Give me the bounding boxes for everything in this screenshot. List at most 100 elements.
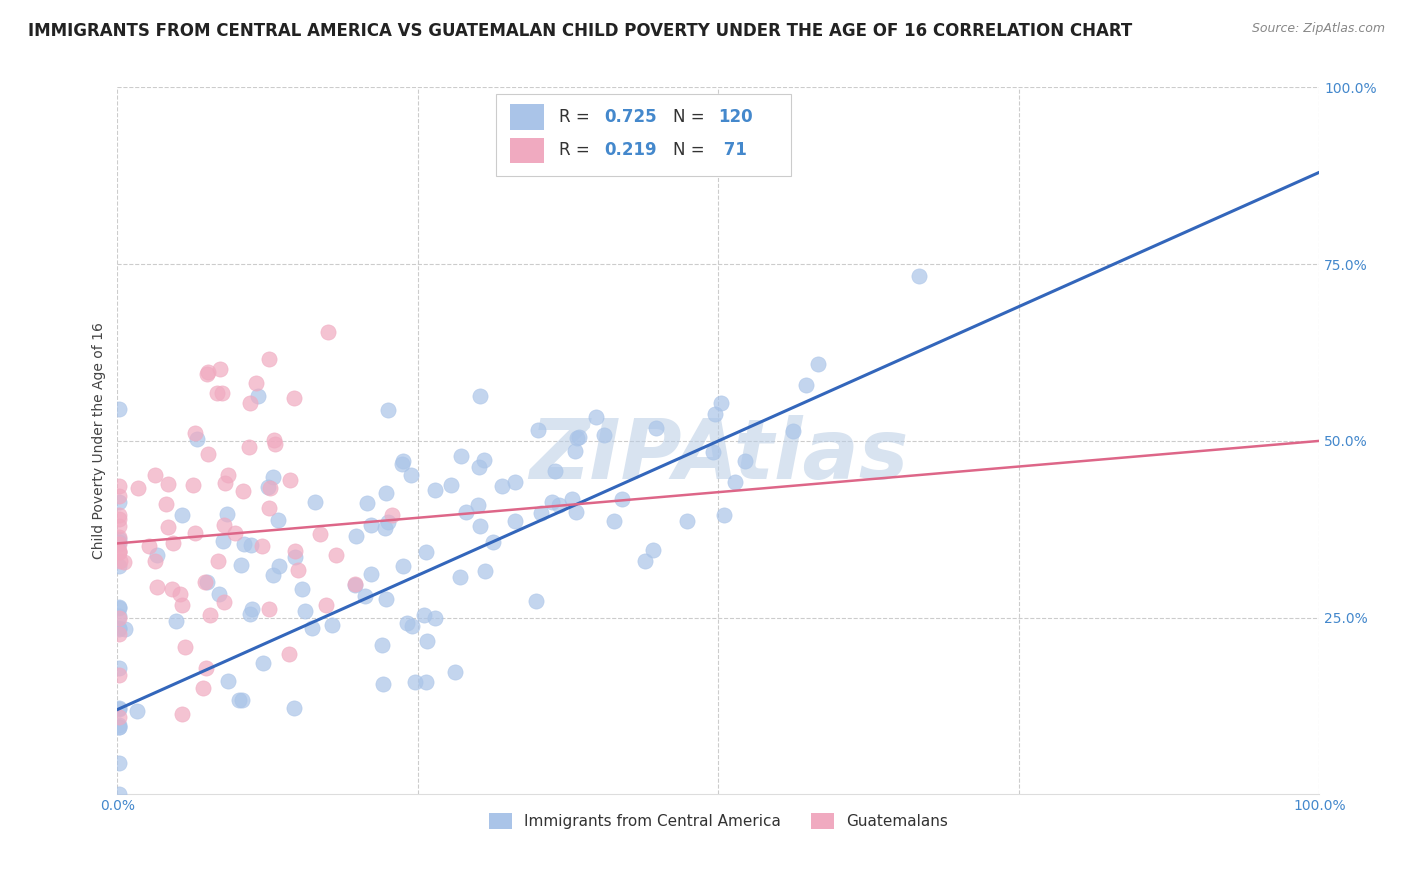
Point <box>198 607 221 622</box>
Point <box>238 440 260 454</box>
Point <box>257 480 280 494</box>
Point <box>214 475 236 490</box>
Point <box>375 485 398 500</box>
Point <box>399 468 422 483</box>
Point <box>470 519 492 533</box>
Point <box>734 454 756 468</box>
Point <box>112 555 135 569</box>
Point <box>415 544 437 558</box>
Point <box>184 526 207 541</box>
Point <box>565 505 588 519</box>
Text: 0.219: 0.219 <box>605 141 657 160</box>
Point <box>503 475 526 490</box>
Point <box>107 701 129 715</box>
Point <box>796 377 818 392</box>
Point <box>107 720 129 734</box>
Point <box>283 701 305 715</box>
Point <box>284 543 307 558</box>
Point <box>155 497 177 511</box>
Point <box>240 601 263 615</box>
Point <box>252 657 274 671</box>
Point <box>107 535 129 549</box>
Point <box>474 564 496 578</box>
Point <box>713 508 735 522</box>
Point <box>395 615 418 630</box>
Point <box>267 559 290 574</box>
Y-axis label: Child Poverty Under the Age of 16: Child Poverty Under the Age of 16 <box>93 322 107 559</box>
Point <box>107 787 129 801</box>
Point <box>232 483 254 498</box>
Text: Source: ZipAtlas.com: Source: ZipAtlas.com <box>1251 22 1385 36</box>
Point <box>524 593 547 607</box>
Point <box>277 647 299 661</box>
Point <box>239 607 262 622</box>
Point <box>283 391 305 405</box>
Text: IMMIGRANTS FROM CENTRAL AMERICA VS GUATEMALAN CHILD POVERTY UNDER THE AGE OF 16 : IMMIGRANTS FROM CENTRAL AMERICA VS GUATE… <box>28 22 1132 40</box>
Point <box>231 558 253 573</box>
Point <box>162 535 184 549</box>
Point <box>344 529 367 543</box>
Point <box>107 660 129 674</box>
Point <box>704 407 727 421</box>
Point <box>107 512 129 526</box>
Text: 120: 120 <box>718 108 754 126</box>
Point <box>107 668 129 682</box>
Point <box>548 498 571 512</box>
Point <box>404 675 426 690</box>
Point <box>425 611 447 625</box>
Point <box>107 495 129 509</box>
Point <box>174 640 197 655</box>
Point <box>165 614 187 628</box>
Point <box>675 514 697 528</box>
Point <box>278 473 301 487</box>
Point <box>450 449 472 463</box>
Point <box>114 622 136 636</box>
Point <box>107 599 129 614</box>
Point <box>266 513 288 527</box>
Point <box>503 514 526 528</box>
Point <box>107 610 129 624</box>
Point <box>592 428 614 442</box>
Point <box>543 464 565 478</box>
Point <box>315 599 337 613</box>
Point <box>246 389 269 403</box>
Point <box>107 601 129 615</box>
Point <box>304 495 326 509</box>
Point <box>262 568 284 582</box>
Point <box>259 481 281 495</box>
Point <box>353 590 375 604</box>
Point <box>294 604 316 618</box>
Point <box>634 554 657 568</box>
Point <box>207 554 229 568</box>
Point <box>416 634 439 648</box>
Point <box>371 677 394 691</box>
Point <box>207 587 229 601</box>
Point <box>381 508 404 522</box>
Point <box>377 515 399 529</box>
Point <box>454 505 477 519</box>
Point <box>110 554 132 568</box>
Point <box>211 534 233 549</box>
Point <box>568 430 591 444</box>
Point <box>107 489 129 503</box>
FancyBboxPatch shape <box>496 95 790 176</box>
Text: 71: 71 <box>718 141 748 160</box>
Point <box>107 532 129 546</box>
Point <box>449 570 471 584</box>
Point <box>217 508 239 522</box>
Point <box>145 468 167 483</box>
Point <box>371 638 394 652</box>
Point <box>530 506 553 520</box>
Point <box>908 268 931 283</box>
Point <box>107 627 129 641</box>
Point <box>224 525 246 540</box>
Point <box>807 357 830 371</box>
Point <box>782 424 804 438</box>
Point <box>205 386 228 401</box>
Point <box>491 479 513 493</box>
Bar <box>510 104 544 130</box>
Point <box>257 352 280 367</box>
Legend: Immigrants from Central America, Guatemalans: Immigrants from Central America, Guatema… <box>489 814 948 830</box>
Point <box>262 469 284 483</box>
Point <box>239 396 262 410</box>
